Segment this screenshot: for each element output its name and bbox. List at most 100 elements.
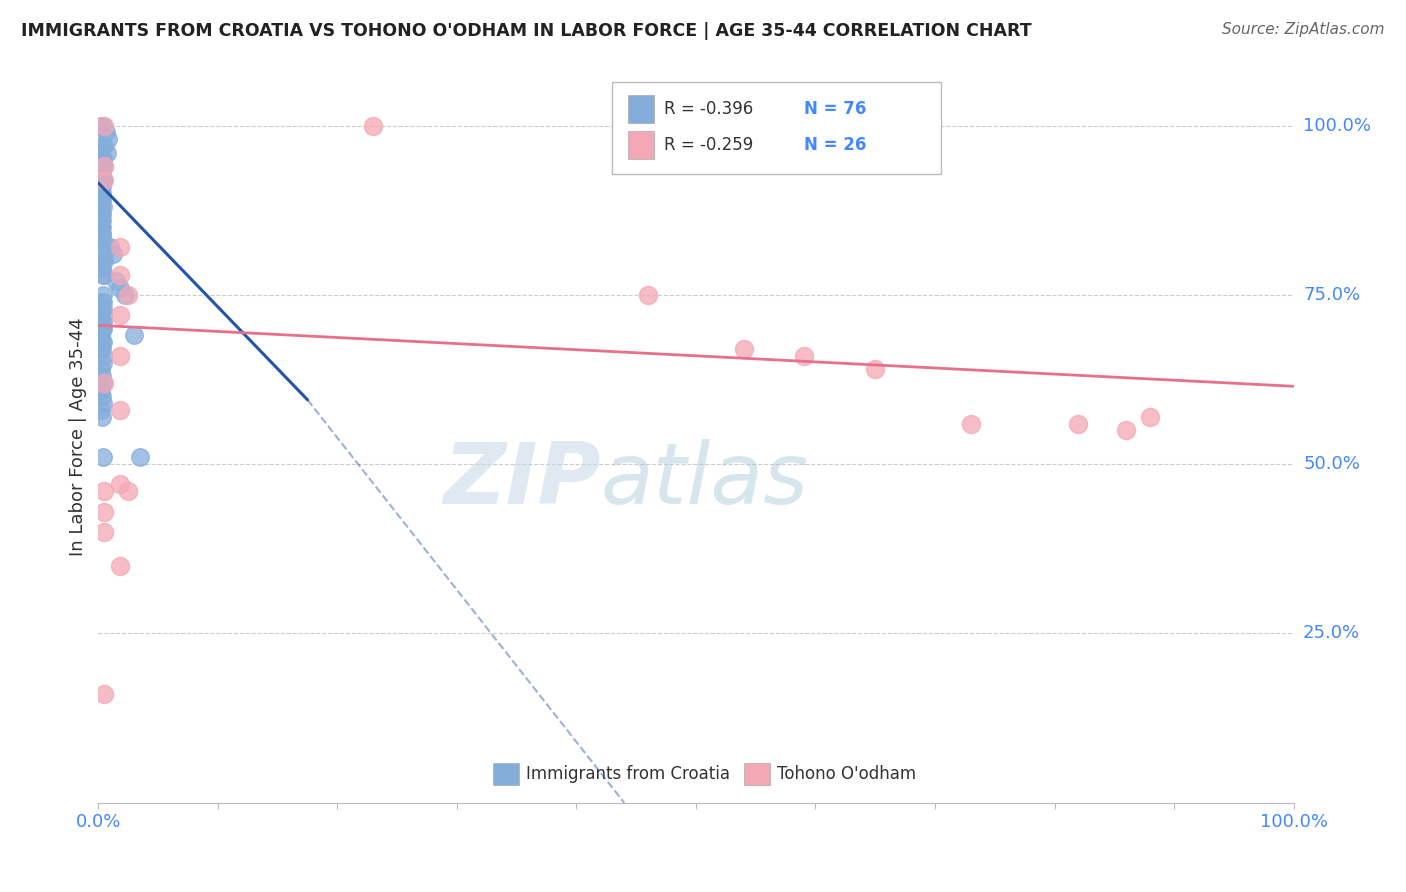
Point [91, 335, 114, 350]
Point [363, 119, 385, 133]
Point [93, 139, 115, 153]
Text: Tohono O'odham: Tohono O'odham [778, 764, 917, 782]
Point [108, 349, 131, 363]
Point [90, 200, 112, 214]
Point [793, 349, 815, 363]
FancyBboxPatch shape [628, 95, 654, 122]
Text: R = -0.259: R = -0.259 [664, 136, 754, 154]
Point [960, 417, 983, 431]
Text: Source: ZipAtlas.com: Source: ZipAtlas.com [1222, 22, 1385, 37]
Point [91, 139, 114, 153]
Point [733, 342, 755, 356]
FancyBboxPatch shape [744, 763, 770, 785]
Point [91, 335, 114, 350]
Point [90, 234, 112, 248]
Point [129, 450, 152, 465]
Point [105, 274, 128, 288]
Point [108, 558, 131, 573]
Point [90, 383, 112, 397]
Point [91, 159, 114, 173]
Point [108, 308, 131, 322]
Point [124, 328, 146, 343]
Point [90, 193, 112, 207]
Point [91, 240, 114, 254]
Point [91, 294, 114, 309]
Point [1115, 423, 1137, 437]
Point [90, 328, 112, 343]
Point [91, 389, 114, 403]
Point [93, 688, 115, 702]
Point [1067, 417, 1090, 431]
Point [91, 308, 114, 322]
Point [90, 166, 112, 180]
Point [108, 403, 131, 417]
Point [90, 342, 112, 356]
Text: 25.0%: 25.0% [1303, 624, 1360, 642]
Point [108, 281, 131, 295]
Point [91, 322, 114, 336]
Point [97, 132, 120, 146]
Point [91, 186, 114, 201]
Point [91, 355, 114, 369]
Point [865, 362, 887, 376]
Point [94, 125, 117, 139]
Point [90, 362, 112, 376]
Point [91, 119, 114, 133]
Text: 75.0%: 75.0% [1303, 285, 1360, 304]
Point [108, 477, 131, 491]
Point [90, 145, 112, 160]
Text: N = 26: N = 26 [804, 136, 866, 154]
Point [91, 153, 114, 167]
Point [117, 288, 139, 302]
Point [91, 247, 114, 261]
Text: IMMIGRANTS FROM CROATIA VS TOHONO O'ODHAM IN LABOR FORCE | AGE 35-44 CORRELATION: IMMIGRANTS FROM CROATIA VS TOHONO O'ODHA… [21, 22, 1032, 40]
Point [90, 220, 112, 235]
Point [93, 524, 115, 539]
Point [93, 172, 115, 186]
Point [91, 213, 114, 227]
Point [91, 220, 114, 235]
Text: atlas: atlas [600, 440, 808, 523]
Point [90, 301, 112, 316]
Point [91, 308, 114, 322]
Point [637, 288, 659, 302]
Point [90, 213, 112, 227]
Point [91, 234, 114, 248]
Point [91, 260, 114, 275]
FancyBboxPatch shape [494, 763, 519, 785]
Point [91, 227, 114, 241]
Point [91, 322, 114, 336]
Text: 50.0%: 50.0% [1303, 455, 1360, 473]
Point [93, 159, 115, 173]
Point [91, 227, 114, 241]
Point [91, 254, 114, 268]
Point [90, 315, 112, 329]
Point [93, 376, 115, 390]
Point [1139, 409, 1161, 424]
Point [114, 288, 136, 302]
Point [90, 206, 112, 220]
Point [91, 369, 114, 384]
Point [91, 301, 114, 316]
FancyBboxPatch shape [628, 131, 654, 159]
Point [91, 268, 114, 282]
Point [108, 268, 131, 282]
Point [91, 342, 114, 356]
Point [91, 179, 114, 194]
Point [91, 200, 114, 214]
Point [93, 505, 115, 519]
Text: Immigrants from Croatia: Immigrants from Croatia [526, 764, 730, 782]
Point [91, 172, 114, 186]
Point [90, 403, 112, 417]
Point [91, 193, 114, 207]
FancyBboxPatch shape [613, 82, 941, 174]
Point [93, 254, 115, 268]
Point [91, 288, 114, 302]
Point [90, 186, 112, 201]
Y-axis label: In Labor Force | Age 35-44: In Labor Force | Age 35-44 [69, 318, 87, 557]
Point [96, 145, 118, 160]
Point [93, 159, 115, 173]
Point [117, 484, 139, 499]
Point [108, 240, 131, 254]
Point [91, 396, 114, 410]
